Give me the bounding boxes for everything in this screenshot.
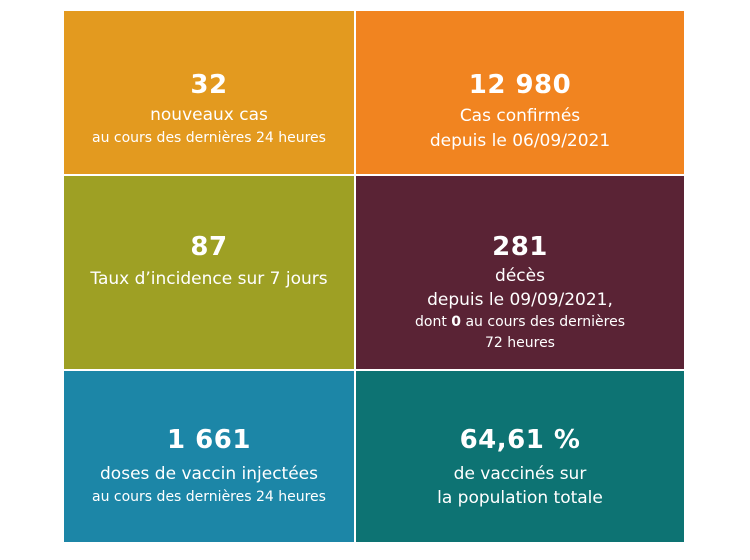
vaccination-rate-value: 64,61 % [459,425,581,455]
tile-vaccine-doses: 1 661 doses de vaccin injectées au cours… [64,371,354,542]
new-cases-value: 32 [190,70,228,100]
new-cases-label: nouveaux cas [150,105,268,125]
tile-new-cases: 32 nouveaux cas au cours des dernières 2… [64,11,354,174]
deaths-value: 281 [492,232,548,262]
deaths-since: depuis le 09/09/2021, [427,290,613,310]
incidence-rate-value: 87 [190,232,228,262]
deaths-label: décès [495,266,545,286]
deaths-recent: dont 0 au cours des dernières [415,312,625,333]
tile-vaccination-rate: 64,61 % de vaccinés sur la population to… [356,371,684,542]
vaccination-rate-label: de vaccinés sur [453,464,587,484]
new-cases-period: au cours des dernières 24 heures [92,130,326,146]
confirmed-cases-since: depuis le 06/09/2021 [429,131,611,151]
confirmed-cases-label: Cas confirmés [459,106,581,126]
deaths-recent-count: 0 [451,314,462,330]
stats-grid: 32 nouveaux cas au cours des dernières 2… [64,11,684,542]
tile-deaths: 281 décès depuis le 09/09/2021, dont 0 a… [356,176,684,369]
deaths-recent-suffix: au cours des dernières [461,314,625,330]
deaths-recent-period: 72 heures [485,335,555,351]
vaccine-doses-label: doses de vaccin injectées [100,464,318,484]
deaths-recent-prefix: dont [415,314,452,330]
incidence-rate-label: Taux d’incidence sur 7 jours [90,269,328,289]
confirmed-cases-value: 12 980 [468,70,572,100]
vaccine-doses-period: au cours des dernières 24 heures [92,489,326,505]
vaccine-doses-value: 1 661 [167,425,251,455]
tile-confirmed-cases: 12 980 Cas confirmés depuis le 06/09/202… [356,11,684,174]
tile-incidence-rate: 87 Taux d’incidence sur 7 jours [64,176,354,369]
vaccination-rate-label-2: la population totale [437,488,603,508]
